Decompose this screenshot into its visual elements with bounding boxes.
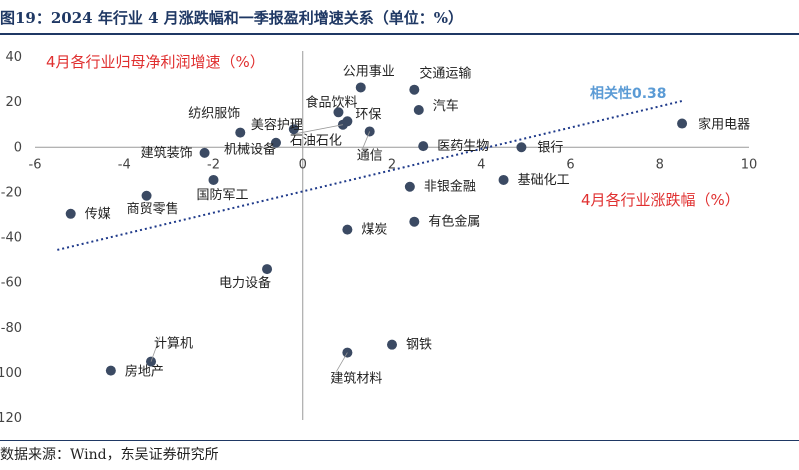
x-axis-title: 4月各行业涨跌幅（%） [581,191,740,209]
point-label: 交通运输 [419,66,471,82]
y-tick-label: -100 [0,366,22,381]
y-axis-title: 4月各行业归母净利润增速（%） [46,53,265,71]
label-leader-line [150,336,161,362]
y-tick-label: 40 [5,50,22,65]
data-point [105,365,116,376]
point-label: 非银金融 [424,179,476,195]
label-leader-line [336,352,348,372]
point-label: 环保 [355,107,381,122]
x-tick-label: 10 [741,157,758,172]
point-label: 计算机 [154,337,193,352]
point-label: 银行 [537,140,563,155]
y-tick-label: -20 [1,185,22,200]
y-tick-label: -80 [1,321,22,336]
y-tick-label: -120 [0,411,22,426]
data-point [270,137,281,148]
point-label: 通信 [357,148,383,163]
data-source-note: 数据来源：Wind，东吴证券研究所 [0,447,219,463]
data-point [409,216,420,227]
data-point [65,208,76,219]
y-tick-label: -60 [1,276,22,291]
trendline [57,100,683,251]
point-label: 建筑装饰 [141,145,193,161]
y-tick-label: 0 [14,140,22,155]
chart-annotations: 4月各行业归母净利润增速（%） 4月各行业涨跌幅（%） 相关性0.38 [46,53,740,209]
point-label: 公用事业 [343,64,395,79]
data-point [413,105,424,116]
point-label: 电力设备 [219,275,271,291]
point-label: 机械设备 [224,142,276,158]
point-label: 纺织服饰 [188,107,240,122]
data-point [418,141,429,152]
x-tick-label: -6 [29,157,42,172]
x-tick-label: -4 [118,157,131,172]
data-point [516,142,527,153]
point-label: 传媒 [85,207,111,222]
x-tick-label: 2 [388,157,396,172]
point-label: 建筑材料 [330,371,382,387]
data-point [333,107,344,118]
point-label: 食品饮料 [305,94,357,110]
data-point [498,174,509,185]
point-label: 美容护理 [251,117,303,133]
correlation-label: 相关性0.38 [590,85,667,102]
label-leader-line [362,131,371,149]
title-rule [0,33,799,35]
data-point [141,190,152,201]
data-point [387,339,397,350]
point-label: 钢铁 [406,338,432,353]
data-point [288,124,299,135]
x-tick-label: 4 [477,157,485,172]
point-label: 有色金属 [428,214,480,230]
x-tick-label: 0 [299,157,307,172]
point-label: 煤炭 [361,223,387,238]
point-label: 家用电器 [698,117,750,133]
footer-rule [0,440,799,441]
figure-title: 图19：2024 年行业 4 月涨跌幅和一季报盈利增速关系（单位：%） [0,9,463,27]
trendline-layer [57,100,683,251]
x-tick-label: -2 [207,157,220,172]
data-point [355,82,366,93]
data-point [409,84,420,95]
y-tick-label: 20 [5,95,22,110]
data-point [404,181,415,192]
data-point [208,174,219,185]
data-point [235,127,246,138]
point-label: 石油石化 [290,134,342,149]
x-tick-label: 6 [566,157,574,172]
point-label: 国防军工 [197,187,249,203]
data-point [342,224,353,235]
point-label: 汽车 [433,98,459,114]
data-point [677,118,688,129]
point-label: 商贸零售 [127,201,179,217]
y-tick-label: -40 [1,231,22,246]
points-layer [65,82,688,376]
point-label: 房地产 [125,364,164,380]
point-label: 医药生物 [437,139,489,154]
x-tick-label: 8 [656,157,664,172]
point-label: 基础化工 [518,173,570,188]
label-leader-line [295,124,343,135]
data-point [262,264,273,275]
data-point [199,147,210,158]
